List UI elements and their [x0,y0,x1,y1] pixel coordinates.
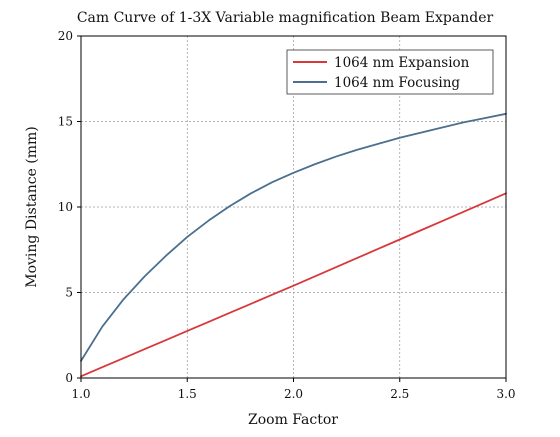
x-tick-label: 2.5 [390,387,409,401]
x-tick-label: 1.5 [178,387,197,401]
y-tick-label: 0 [65,371,73,385]
legend-label-expansion: 1064 nm Expansion [334,55,470,71]
x-axis-label: Zoom Factor [248,412,338,428]
series-line-focusing [80,112,507,362]
series-layer [80,112,507,378]
legend: 1064 nm Expansion 1064 nm Focusing [286,49,494,95]
y-tick-label: 15 [58,115,73,129]
y-tick-label: 20 [58,29,73,43]
x-tick-label: 2.0 [284,387,303,401]
x-tick-label: 1.0 [71,387,90,401]
y-tick-label: 5 [65,286,73,300]
series-line-expansion [80,192,507,378]
ticks-layer: 1.0 1.5 2.0 2.5 3.0 0 5 10 15 20 [58,29,516,401]
legend-label-focusing: 1064 nm Focusing [334,75,460,91]
y-tick-label: 10 [58,200,73,214]
legend-box [286,49,494,95]
y-axis-label: Moving Distance (mm) [24,126,40,288]
chart-title: Cam Curve of 1-3X Variable magnification… [77,10,494,26]
x-tick-label: 3.0 [496,387,515,401]
